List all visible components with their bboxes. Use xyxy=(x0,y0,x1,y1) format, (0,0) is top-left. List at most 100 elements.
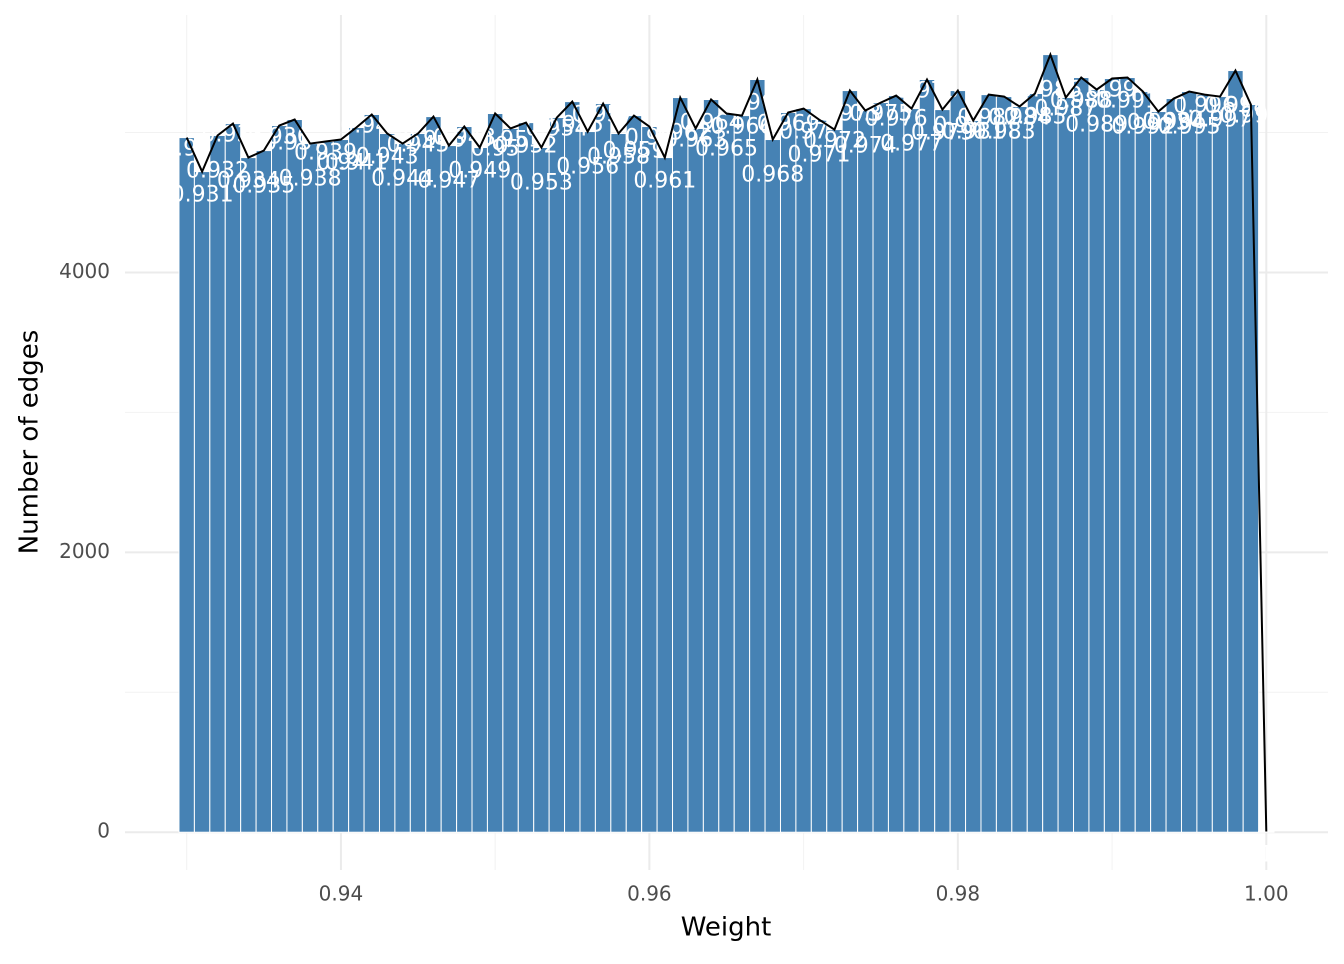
bar xyxy=(949,90,967,833)
bar-label: 0.942 xyxy=(340,113,403,138)
bar xyxy=(456,126,473,833)
bar xyxy=(795,108,812,833)
bar xyxy=(1165,98,1182,833)
bar xyxy=(271,125,288,833)
bar xyxy=(548,117,566,833)
bar xyxy=(857,110,874,833)
bar xyxy=(810,119,828,833)
y-tick-label: 4000 xyxy=(59,259,110,283)
bar xyxy=(579,131,596,833)
bar-label: 0.961 xyxy=(633,169,696,194)
bar-label: 0.994 xyxy=(1142,110,1205,135)
x-axis-title: Weight xyxy=(681,913,772,943)
bar-label: 0.996 xyxy=(1173,94,1236,119)
bar-label: 0.957 xyxy=(572,103,635,128)
bar xyxy=(610,133,627,833)
bar xyxy=(1150,111,1167,833)
bar xyxy=(749,79,766,833)
bar-label: 0.941 xyxy=(325,151,388,176)
bar-label: 0.989 xyxy=(1065,113,1128,138)
bar xyxy=(995,96,1013,833)
bar xyxy=(301,143,319,833)
bar-label: 0.939 xyxy=(294,141,357,166)
y-axis-title: Number of edges xyxy=(15,330,45,555)
bar-label: 0.948 xyxy=(433,126,496,151)
bar xyxy=(672,97,689,833)
bar-label: 0.958 xyxy=(587,145,650,170)
bar xyxy=(887,95,905,833)
bar xyxy=(209,134,226,833)
bar xyxy=(1258,831,1275,833)
bar xyxy=(394,143,411,833)
bar-label: 0.997 xyxy=(1189,108,1252,133)
bar xyxy=(980,94,997,833)
bar xyxy=(656,157,674,833)
bar-label: 0.976 xyxy=(865,107,928,132)
bar xyxy=(779,112,797,833)
bar xyxy=(965,120,982,833)
bar xyxy=(517,122,535,833)
bar-label: 0.95 xyxy=(471,137,520,162)
bar xyxy=(240,157,257,833)
bar-label: 0.947 xyxy=(417,169,480,194)
bar xyxy=(1211,96,1229,833)
bar xyxy=(841,90,859,833)
bar-label: 0.973 xyxy=(818,102,881,127)
bar-label: 0.938 xyxy=(279,167,342,192)
bar xyxy=(564,101,581,833)
bar-label: 0.981 xyxy=(942,120,1005,145)
bar xyxy=(178,137,195,833)
bar-label: 0.998 xyxy=(1204,94,1267,119)
bar xyxy=(425,116,442,833)
bar xyxy=(1196,94,1213,833)
bar-label: 0.97 xyxy=(779,120,828,145)
bar xyxy=(1073,77,1090,833)
bar xyxy=(1057,97,1075,833)
bar-label: 0.962 xyxy=(649,121,712,146)
bar-label: 0.953 xyxy=(510,171,573,196)
bar-label: 0.943 xyxy=(356,145,419,170)
bar xyxy=(702,99,720,833)
bar-label: 0.971 xyxy=(788,143,851,168)
bar-label: 0.984 xyxy=(988,106,1051,131)
bar-label: 0.972 xyxy=(803,129,866,154)
bar-label: 0.931 xyxy=(171,183,234,208)
bar xyxy=(641,126,658,833)
y-tick-label: 2000 xyxy=(59,539,110,563)
bar xyxy=(440,145,458,833)
bar xyxy=(471,147,488,833)
bar xyxy=(1242,104,1260,833)
bar-label: 0.932 xyxy=(186,158,249,183)
bar-label: 0.933 xyxy=(201,123,264,148)
bar-label: 0.995 xyxy=(1158,115,1221,140)
bar-label: 0.983 xyxy=(973,120,1036,145)
bar-label: 0.955 xyxy=(541,113,604,138)
bar xyxy=(486,113,504,833)
bar xyxy=(224,123,242,833)
bar-label: 0.93 xyxy=(162,137,211,162)
bar-label: 0.945 xyxy=(387,133,450,158)
bar-label: 0.935 xyxy=(232,174,295,199)
bar xyxy=(1227,70,1244,833)
bar xyxy=(409,133,427,833)
bar xyxy=(625,115,643,833)
bar xyxy=(826,129,843,833)
bar xyxy=(502,127,519,833)
bar xyxy=(1042,54,1059,833)
bar xyxy=(594,103,612,833)
bar xyxy=(1088,89,1105,833)
bar xyxy=(903,108,920,833)
bar xyxy=(872,102,889,833)
bar xyxy=(1180,91,1198,833)
bar-label: 0.979 xyxy=(911,121,974,146)
bar xyxy=(378,133,396,833)
bar-label: 0.992 xyxy=(1111,115,1174,140)
bar-label: 0.94 xyxy=(316,151,365,176)
bar-label: 0.968 xyxy=(741,163,804,188)
bar xyxy=(255,150,273,833)
bar xyxy=(348,127,365,833)
bar-label: 0.959 xyxy=(602,139,665,164)
bar xyxy=(1011,106,1028,833)
x-tick-label: 1.00 xyxy=(1244,882,1289,906)
